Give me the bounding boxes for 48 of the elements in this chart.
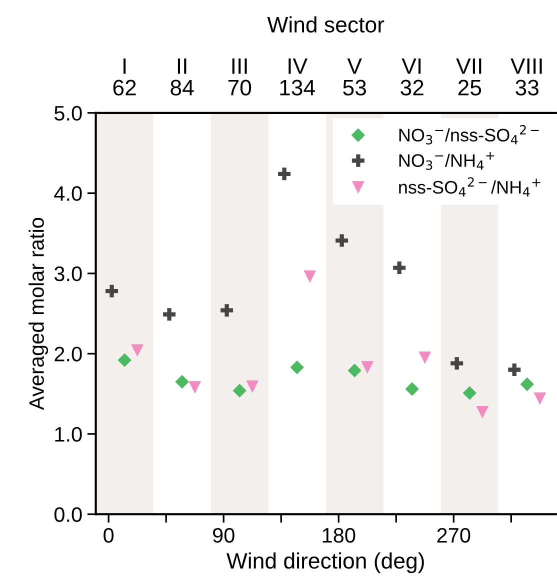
point (393, 262, 406, 274)
text: VII 25 (456, 58, 482, 96)
point (476, 406, 489, 419)
y-tick-label: 5.0 (54, 106, 82, 121)
point (508, 363, 521, 376)
x-tick-label: 90 (212, 528, 234, 543)
point (220, 304, 234, 317)
y-axis-title: Averaged molar ratio (28, 218, 48, 410)
chart-title: Wind sector (267, 16, 384, 33)
y-tick-label: 4.0 (54, 186, 82, 201)
point (131, 344, 144, 357)
legend-label: NO$_{3}$$^{−}$/nss-SO$_{4}$$^{2−}$ (399, 125, 539, 144)
y-tick-label: 3.0 (54, 266, 82, 282)
point (361, 361, 374, 374)
point (106, 284, 118, 298)
point (520, 377, 534, 392)
point (462, 386, 476, 400)
x-tick-label: 270 (437, 528, 470, 543)
point (246, 380, 259, 393)
text: III 70 (228, 58, 252, 96)
legend-label: nss-SO$_{4}$$^{2−}$/NH$_{4}$$^{+}$ (399, 177, 540, 196)
point (450, 357, 464, 370)
point (188, 381, 202, 394)
text: II 84 (170, 58, 194, 96)
y-tick-label: 2.0 (54, 346, 82, 362)
y-tick-label: 1.0 (55, 426, 82, 442)
point (304, 270, 316, 283)
point (418, 351, 432, 364)
text: IV 134 (280, 58, 315, 96)
y-tick-label: 0.0 (54, 507, 82, 522)
point (118, 353, 132, 367)
text: VIII 33 (510, 58, 542, 96)
text: I 62 (113, 58, 136, 96)
text: VI 32 (400, 58, 424, 96)
legend-label: NO$_{3}$$^{−}$/NH$_{4}$$^{+}$ (399, 152, 494, 170)
point (278, 168, 291, 180)
point (336, 234, 348, 247)
point (175, 374, 189, 389)
point (232, 384, 246, 398)
point (290, 360, 304, 374)
point (348, 364, 362, 378)
text: V 53 (343, 58, 366, 96)
point (405, 382, 419, 396)
x-tick-label: 180 (322, 528, 356, 543)
x-axis-title: Wind direction (deg) (226, 552, 424, 574)
point (163, 308, 176, 321)
point (534, 392, 546, 405)
x-tick-label: 0 (104, 528, 114, 543)
